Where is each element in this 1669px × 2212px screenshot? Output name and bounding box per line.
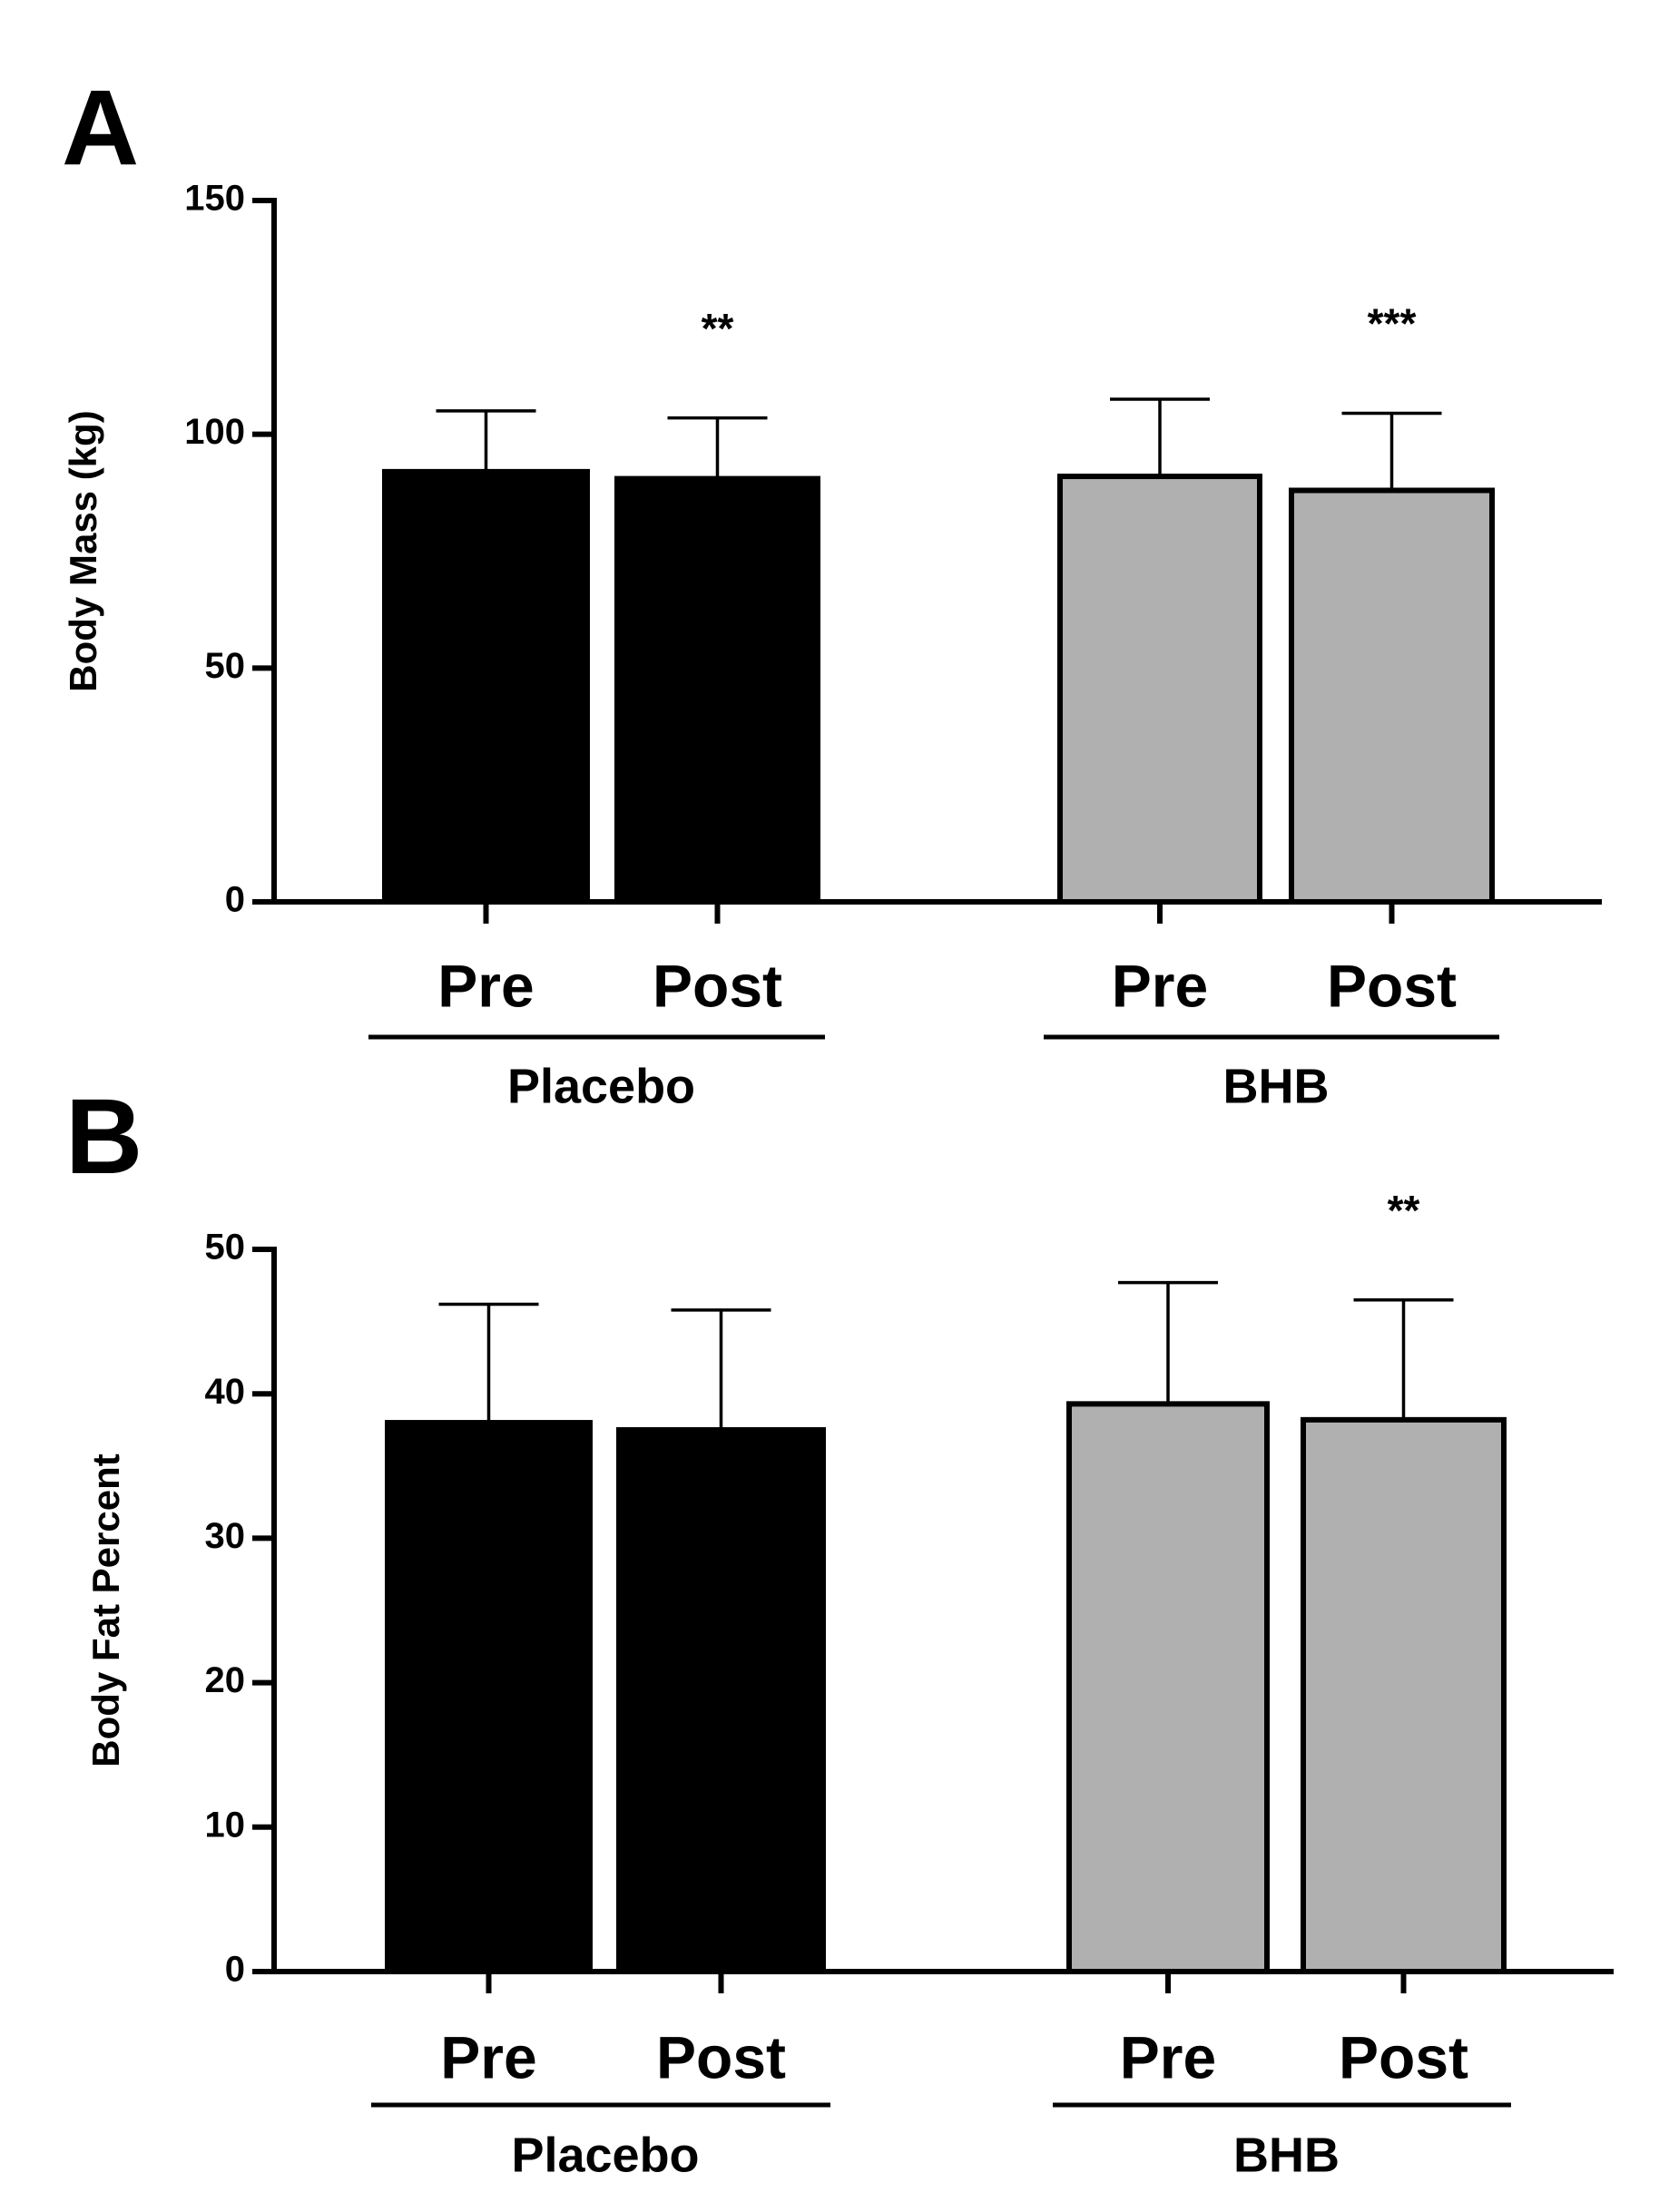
significance: ** <box>1388 1187 1420 1234</box>
x-tick-label: Post <box>656 2023 786 2090</box>
bar <box>1289 487 1495 905</box>
y-tick-label: 0 <box>225 880 245 920</box>
x-tick-label: Post <box>1327 952 1457 1019</box>
y-tick-label: 30 <box>205 1516 246 1556</box>
y-tick-label: 40 <box>205 1372 246 1412</box>
bar <box>1057 474 1262 905</box>
panel-label: A <box>62 68 139 188</box>
bar <box>616 1427 826 1974</box>
legend-label: BHB <box>1233 2128 1340 2182</box>
legend-label: Placebo <box>507 1059 695 1113</box>
y-axis-label: Body Mass (kg) <box>62 410 104 691</box>
legend-label: Placebo <box>511 2128 699 2182</box>
y-tick-label: 0 <box>225 1950 245 1990</box>
y-tick-label: 100 <box>184 412 245 452</box>
x-tick-label: Post <box>653 952 782 1019</box>
bar <box>614 475 820 905</box>
y-tick-label: 50 <box>205 646 246 686</box>
y-tick-label: 50 <box>205 1228 246 1267</box>
significance: ** <box>702 305 734 352</box>
y-tick-label: 150 <box>184 179 245 219</box>
bar <box>385 1420 593 1975</box>
x-tick-label: Pre <box>1120 2023 1216 2090</box>
bar <box>382 468 590 905</box>
x-tick-label: Pre <box>440 2023 536 2090</box>
x-tick-label: Pre <box>437 952 534 1019</box>
bar <box>1066 1401 1270 1974</box>
x-tick-label: Pre <box>1112 952 1208 1019</box>
panel-label: B <box>65 1077 142 1197</box>
bar <box>1301 1416 1507 1974</box>
significance: *** <box>1368 300 1417 347</box>
y-axis-label: Body Fat Percent <box>84 1453 127 1767</box>
x-tick-label: Post <box>1339 2023 1468 2090</box>
y-tick-label: 10 <box>205 1805 246 1845</box>
y-tick-label: 20 <box>205 1660 246 1700</box>
legend-label: BHB <box>1223 1059 1330 1113</box>
